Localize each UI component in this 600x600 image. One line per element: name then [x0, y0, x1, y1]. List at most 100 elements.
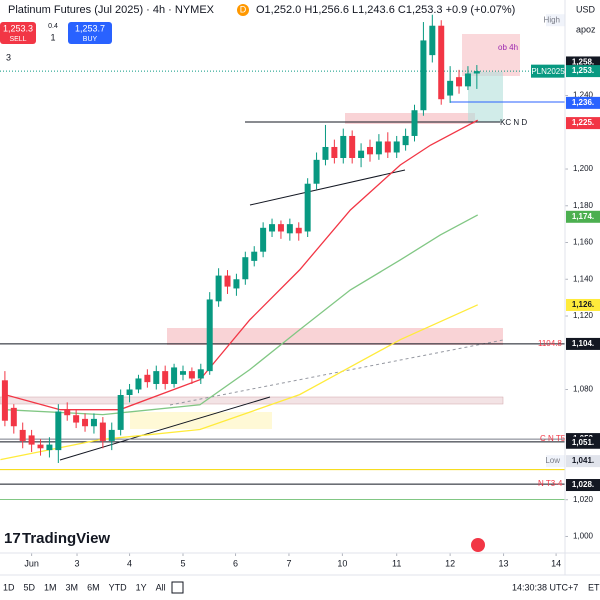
candle-body: [269, 224, 276, 232]
x-tick-label: 5: [180, 558, 185, 568]
candle-body: [55, 411, 62, 451]
y-tick-label: 1,000: [573, 532, 594, 541]
y-tick-label: 1,200: [573, 164, 594, 173]
candle-body: [82, 418, 89, 427]
price-tag: [566, 65, 600, 78]
candle-body: [117, 395, 124, 430]
y-tick-label: 1,140: [573, 274, 594, 283]
price-tag: [566, 96, 600, 109]
calendar-icon[interactable]: [171, 581, 184, 594]
candle-body: [349, 135, 356, 158]
candle-body: [19, 429, 26, 441]
candle-body: [286, 224, 293, 234]
price-tag-label: 1,174.: [572, 212, 594, 221]
price-tag-label: 1,051.: [572, 438, 594, 447]
candle-body: [411, 110, 418, 136]
candle-body: [429, 25, 436, 56]
timeframe[interactable]: 3M: [66, 582, 79, 592]
candle-body: [384, 141, 391, 153]
candle-body: [188, 371, 195, 379]
price-tag: [566, 210, 600, 223]
price-tag: [566, 455, 600, 468]
candle-body: [153, 371, 160, 384]
price-tag: [566, 337, 600, 350]
candle-body: [358, 150, 365, 158]
brand: TradingView: [22, 530, 110, 547]
trend-line: [249, 169, 406, 206]
timeframe[interactable]: All: [156, 582, 166, 592]
buy-label[interactable]: BUY: [83, 36, 98, 43]
zone: [130, 412, 272, 429]
candle-body: [473, 71, 480, 74]
annotation: 1104.8: [538, 339, 562, 348]
candle-body: [277, 224, 284, 232]
price-tag-label: 1,236.: [572, 98, 594, 107]
session[interactable]: ET: [588, 582, 600, 592]
tag-bg: [546, 455, 565, 468]
candle-body: [144, 374, 151, 383]
moving-average: [4, 214, 479, 416]
x-tick-label: 7: [286, 558, 291, 568]
candle-body: [135, 378, 142, 390]
trend-line: [169, 339, 504, 406]
candle-body: [420, 40, 427, 111]
candle-body: [64, 409, 71, 416]
candle-body: [313, 159, 320, 184]
timeframe[interactable]: YTD: [109, 582, 128, 592]
indicators-count[interactable]: 3: [6, 52, 11, 62]
y-tick-label: 1,160: [573, 238, 594, 247]
sell-label[interactable]: SELL: [9, 36, 26, 43]
candle-body: [215, 275, 222, 302]
candle-body: [46, 444, 53, 451]
candle-body: [10, 407, 17, 427]
timeframe[interactable]: 6M: [87, 582, 100, 592]
candle-body: [331, 146, 338, 158]
buy-price[interactable]: 1,253.7: [75, 23, 105, 33]
spread: 0.4: [48, 23, 58, 30]
event-icon[interactable]: [471, 538, 485, 552]
price-tag-label: 1,253.: [572, 66, 594, 75]
symbol-tag: [531, 64, 565, 78]
zone: [0, 396, 504, 405]
buy-button[interactable]: [68, 22, 112, 44]
y-tick-label: 1,080: [573, 385, 594, 394]
x-tick-label: 10: [337, 558, 347, 568]
candle-body: [322, 146, 329, 160]
candle-body: [438, 25, 445, 100]
candle-body: [99, 422, 106, 441]
candle-body: [340, 135, 347, 158]
price-tag: [566, 436, 600, 449]
zone: [345, 113, 475, 124]
price-tag-label: 1,041.: [572, 456, 594, 465]
x-tick-label: 4: [127, 558, 132, 568]
candle-body: [1, 380, 8, 421]
candle-body: [233, 279, 240, 289]
tag-bg: [546, 14, 565, 27]
qty: 1: [50, 32, 55, 42]
candle-body: [28, 435, 35, 445]
timeframe[interactable]: 1M: [44, 582, 57, 592]
timeframe[interactable]: 1D: [3, 582, 15, 592]
price-tag: [566, 479, 600, 492]
candle-body: [73, 415, 80, 423]
timeframe[interactable]: 1Y: [136, 582, 147, 592]
brand-logo: 17: [4, 530, 21, 547]
candle-body: [260, 227, 267, 252]
moving-average: [4, 119, 479, 411]
price-tag-label: 1,126.: [572, 300, 594, 309]
sell-price[interactable]: 1,253.3: [3, 23, 33, 33]
user: apoz: [576, 24, 596, 34]
x-tick-label: 11: [392, 558, 401, 568]
sell-button[interactable]: [0, 22, 36, 44]
x-tick-label: 3: [75, 558, 80, 568]
timeframe[interactable]: 5D: [24, 582, 36, 592]
annotation: Low: [545, 456, 560, 465]
candle-body: [242, 257, 249, 280]
currency: USD: [576, 4, 596, 14]
zone: [167, 328, 503, 345]
candle-body: [171, 367, 178, 384]
candle-body: [295, 227, 302, 234]
price-tag: [566, 298, 600, 311]
